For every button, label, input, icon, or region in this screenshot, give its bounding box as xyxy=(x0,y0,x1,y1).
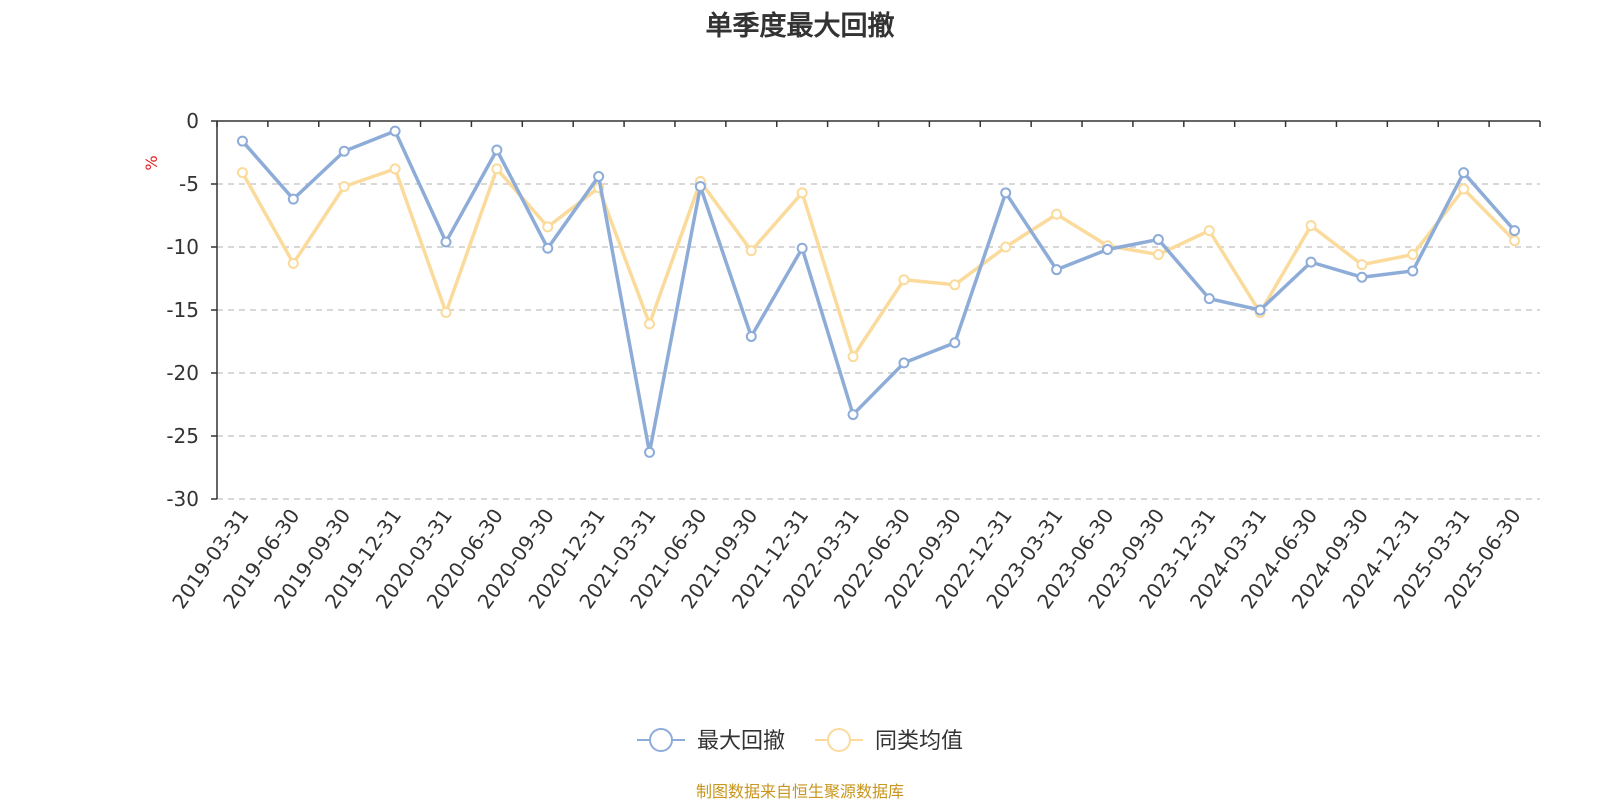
series-line xyxy=(240,167,1516,359)
data-point xyxy=(1407,249,1419,261)
y-tick-label: 0 xyxy=(186,109,199,133)
legend-label: 同类均值 xyxy=(875,729,963,754)
y-tick-label: -10 xyxy=(166,235,199,259)
data-point xyxy=(389,125,401,137)
data-point xyxy=(491,144,503,156)
data-point xyxy=(236,135,248,147)
data-point xyxy=(796,242,808,254)
grid-lines xyxy=(217,183,1540,500)
data-point xyxy=(338,145,350,157)
data-point xyxy=(694,181,706,193)
y-tick-label: -15 xyxy=(166,298,199,322)
data-point xyxy=(949,279,961,291)
data-point xyxy=(1152,249,1164,261)
data-point xyxy=(644,446,656,458)
data-point xyxy=(287,257,299,269)
y-tick-label: -25 xyxy=(166,424,199,448)
data-point xyxy=(898,274,910,286)
data-point xyxy=(491,163,503,175)
data-point xyxy=(1051,264,1063,276)
data-point xyxy=(1509,225,1521,237)
data-point xyxy=(287,193,299,205)
data-point xyxy=(440,236,452,248)
data-point xyxy=(1152,233,1164,245)
data-point xyxy=(1101,244,1113,256)
data-point xyxy=(1407,265,1419,277)
data-point xyxy=(1203,225,1215,237)
data-point xyxy=(542,221,554,233)
data-point xyxy=(542,242,554,254)
legend-item[interactable]: 最大回撤 xyxy=(637,728,785,754)
data-point xyxy=(1305,220,1317,232)
data-point xyxy=(898,357,910,369)
series-lines xyxy=(236,125,1521,458)
data-point xyxy=(847,409,859,421)
data-point xyxy=(440,307,452,319)
data-point xyxy=(1305,256,1317,268)
data-point xyxy=(1356,259,1368,271)
y-tick-label: -20 xyxy=(166,361,199,385)
data-point xyxy=(1000,187,1012,199)
legend-circle-icon xyxy=(827,728,851,752)
chart-title: 单季度最大回撤 xyxy=(705,11,895,42)
data-point xyxy=(1254,304,1266,316)
legend-label: 最大回撤 xyxy=(697,729,785,754)
data-point xyxy=(389,163,401,175)
data-point xyxy=(1203,293,1215,305)
data-point xyxy=(236,167,248,179)
series-line xyxy=(241,129,1516,455)
data-point xyxy=(745,330,757,342)
legend-item[interactable]: 同类均值 xyxy=(815,728,963,754)
data-point xyxy=(847,351,859,363)
data-point xyxy=(949,337,961,349)
source-note: 制图数据来自恒生聚源数据库 xyxy=(695,782,904,801)
data-point xyxy=(1356,271,1368,283)
data-point xyxy=(1509,235,1521,247)
y-tick-label: -30 xyxy=(166,487,199,511)
data-point xyxy=(1458,183,1470,195)
data-point xyxy=(745,245,757,257)
y-tick-label: -5 xyxy=(179,172,199,196)
data-point xyxy=(593,170,605,182)
y-axis-unit: % xyxy=(142,155,161,170)
data-point xyxy=(1458,167,1470,179)
legend[interactable]: 最大回撤 同类均值 xyxy=(637,728,963,754)
data-point xyxy=(1000,241,1012,253)
data-point xyxy=(338,181,350,193)
data-point xyxy=(1051,208,1063,220)
data-point xyxy=(796,187,808,199)
data-point xyxy=(644,318,656,330)
legend-circle-icon xyxy=(649,728,673,752)
